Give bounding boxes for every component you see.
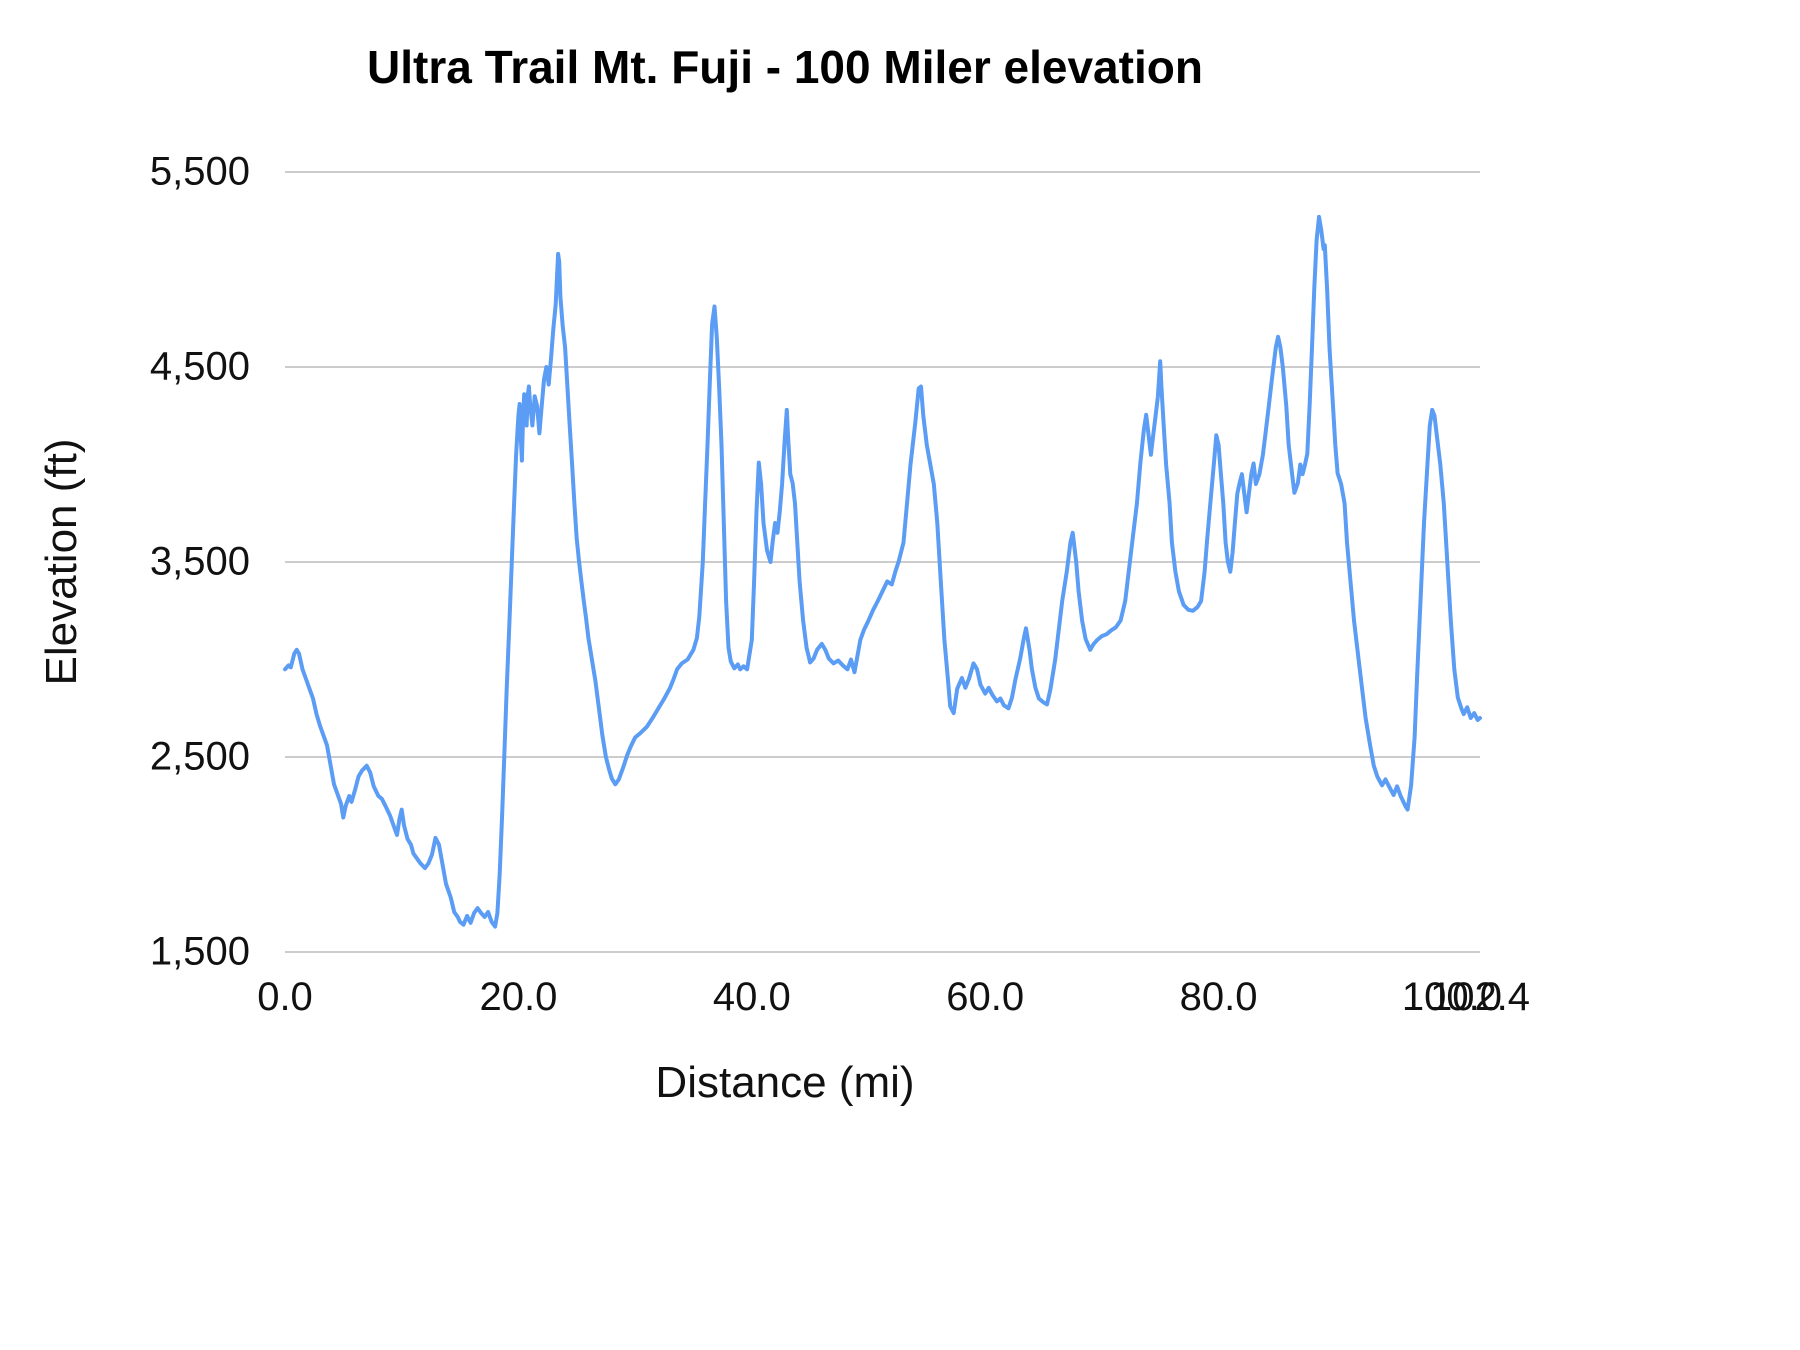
- y-axis-tick-label: 3,500: [149, 539, 250, 584]
- x-axis-tick-label: 20.0: [479, 975, 558, 1019]
- y-axis-tick-label: 1,500: [149, 929, 250, 974]
- x-axis-tick-label: 0.0: [257, 975, 313, 1019]
- x-axis-tick-label: 102.4: [1429, 975, 1531, 1019]
- y-axis-title: Elevation (ft): [37, 438, 86, 686]
- x-axis-tick-label: 60.0: [946, 975, 1025, 1019]
- y-axis-tick-label: 4,500: [149, 344, 250, 389]
- y-axis-tick-label: 2,500: [149, 734, 250, 779]
- elevation-line: [283, 214, 1482, 929]
- x-axis-tick-label: 100.0: [1401, 975, 1503, 1019]
- x-axis-title: Distance (mi): [655, 1058, 915, 1107]
- x-axis-tick-label: 40.0: [712, 975, 791, 1019]
- chart-title: Ultra Trail Mt. Fuji - 100 Miler elevati…: [367, 41, 1203, 93]
- x-axis-tick-label: 80.0: [1179, 975, 1258, 1019]
- y-axis-tick-label: 5,500: [149, 149, 250, 194]
